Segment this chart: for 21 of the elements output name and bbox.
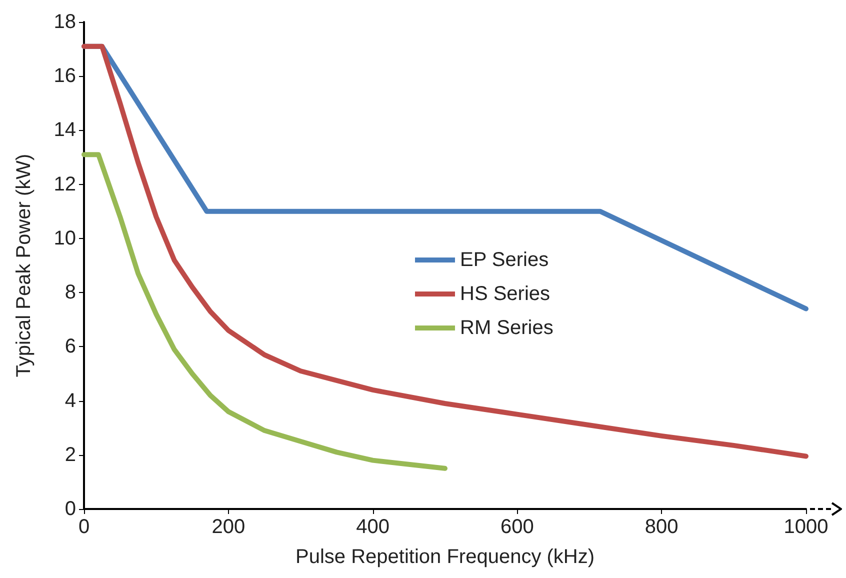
y-tick-label: 0 (64, 498, 76, 520)
x-tick-label: 1000 (784, 516, 828, 538)
x-tick-label: 200 (212, 516, 246, 538)
y-tick-label: 2 (64, 444, 76, 466)
y-tick-label: 16 (54, 65, 76, 88)
y-axis-title: Typical Peak Power (kW) (13, 154, 35, 378)
y-tick-label: 8 (64, 282, 76, 304)
legend-label: RM Series (460, 317, 554, 339)
y-tick-label: 10 (54, 227, 76, 250)
y-tick-label: 4 (64, 390, 76, 412)
x-tick-label: 800 (644, 516, 678, 538)
y-tick-label: 18 (54, 11, 76, 33)
y-tick-label: 14 (54, 119, 76, 142)
x-tick-label: 0 (78, 516, 90, 538)
legend-label: HS Series (460, 283, 550, 305)
y-tick-label: 12 (54, 173, 76, 196)
x-axis-title: Pulse Repetition Frequency (kHz) (295, 546, 595, 568)
y-tick-label: 6 (64, 336, 76, 358)
x-tick-label: 400 (356, 516, 390, 538)
legend-label: EP Series (460, 249, 549, 271)
x-tick-label: 600 (500, 516, 534, 538)
